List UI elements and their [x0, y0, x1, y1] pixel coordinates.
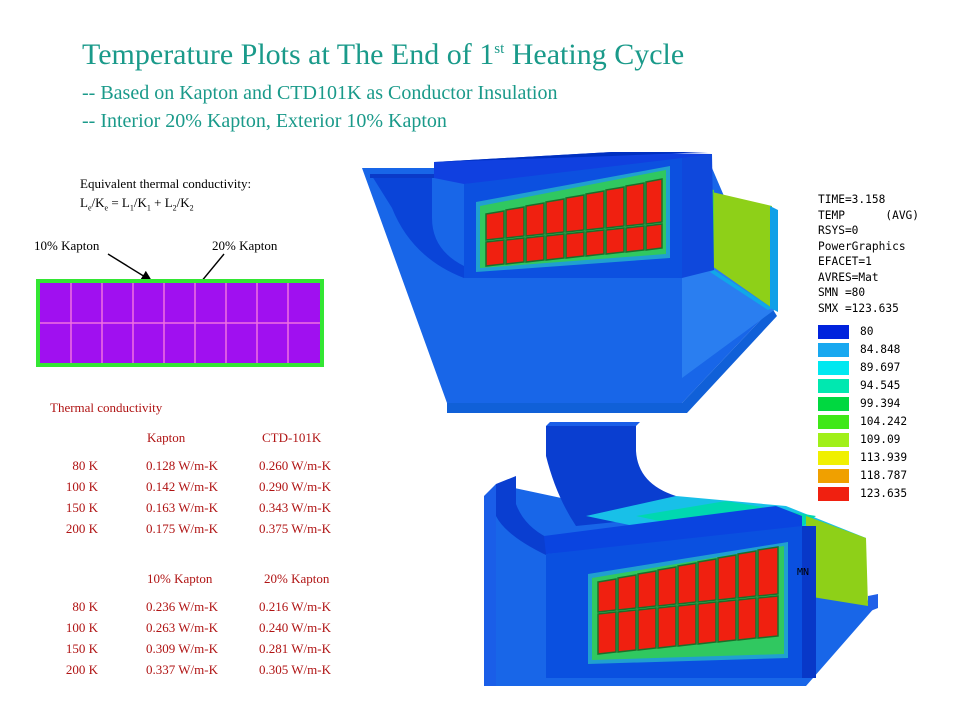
legend-swatch	[818, 397, 849, 411]
cable-blocks	[597, 546, 779, 655]
legend-swatch	[818, 451, 849, 465]
legend-swatch	[818, 361, 849, 375]
fea-temperature-plot-top	[352, 152, 778, 413]
table-cell: 0.281 W/m-K	[259, 641, 331, 656]
info-efacet: EFACET=1	[818, 255, 872, 268]
info-powergraphics: PowerGraphics	[818, 239, 906, 253]
table-cell: 0.305 W/m-K	[259, 662, 331, 677]
legend-swatch	[818, 325, 849, 339]
table-cell: 0.142 W/m-K	[146, 479, 218, 494]
table-cell: 0.163 W/m-K	[146, 500, 218, 515]
legend-swatch	[818, 433, 849, 447]
subtitle-kapton-split: -- Interior 20% Kapton, Exterior 10% Kap…	[82, 110, 447, 132]
fea-temperature-plot-bottom	[484, 422, 878, 686]
equation-label: Equivalent thermal conductivity:	[80, 176, 252, 191]
table-cell: 0.309 W/m-K	[146, 641, 218, 656]
cable-blocks	[485, 178, 663, 267]
table-cell: 0.343 W/m-K	[259, 500, 331, 515]
info-smn: SMN =80	[818, 286, 866, 299]
table-cell: 0.290 W/m-K	[259, 479, 331, 494]
info-avres: AVRES=Mat	[818, 270, 879, 284]
legend-swatch	[818, 415, 849, 429]
table2-header-20: 20% Kapton	[264, 571, 330, 586]
equation-formula: Le/Ke = L1/K1 + L2/K2	[80, 195, 194, 213]
table-row: 200 K	[65, 521, 98, 536]
min-marker-label: MN	[797, 567, 810, 578]
title-rest: Heating Cycle	[504, 38, 685, 71]
table1-header-ctd: CTD-101K	[262, 430, 322, 445]
conductor-cross-section	[36, 279, 324, 367]
info-rsys: RSYS=0	[818, 224, 859, 237]
table-row: 150 K	[65, 641, 98, 656]
table-cell: 0.337 W/m-K	[146, 662, 218, 677]
info-smx: SMX =123.635	[818, 301, 899, 315]
table-cell: 0.128 W/m-K	[146, 458, 218, 473]
table-cell: 0.375 W/m-K	[259, 521, 331, 536]
table-cell: 0.175 W/m-K	[146, 521, 218, 536]
subtitle-insulation: -- Based on Kapton and CTD101K as Conduc…	[82, 82, 558, 104]
table-cell: 0.263 W/m-K	[146, 620, 218, 635]
table-cell: 0.240 W/m-K	[259, 620, 331, 635]
legend-swatch	[818, 487, 849, 501]
table1-header-kapton: Kapton	[147, 430, 186, 445]
title-sup: st	[494, 41, 505, 57]
legend-swatch	[818, 379, 849, 393]
table-cell: 0.236 W/m-K	[146, 599, 218, 614]
legend-swatch	[818, 343, 849, 357]
cable-grid	[40, 283, 320, 363]
table-cell: 0.216 W/m-K	[259, 599, 331, 614]
table-row: 80 K	[72, 458, 98, 473]
ansys-info-block: TIME=3.158 TEMP (AVG) RSYS=0 PowerGraphi…	[818, 192, 919, 316]
page-title: Temperature Plots at The End of 1st Heat…	[82, 38, 684, 72]
arrow-10-kapton	[107, 253, 153, 282]
table2-header-10: 10% Kapton	[147, 571, 213, 586]
table-row: 80 K	[72, 599, 98, 614]
table-row: 100 K	[65, 479, 98, 494]
table-row: 150 K	[65, 500, 98, 515]
table-row: 200 K	[65, 662, 98, 677]
table-cell: 0.260 W/m-K	[259, 458, 331, 473]
info-time: TIME=3.158	[818, 193, 886, 206]
title-main: Temperature Plots at The End of 1	[82, 38, 495, 71]
legend-swatch	[818, 469, 849, 483]
table-row: 100 K	[65, 620, 98, 635]
table-heading: Thermal conductivity	[50, 400, 163, 415]
label-10-kapton: 10% Kapton	[34, 238, 100, 253]
label-20-kapton: 20% Kapton	[212, 238, 278, 253]
info-temp: TEMP (AVG)	[818, 208, 920, 222]
